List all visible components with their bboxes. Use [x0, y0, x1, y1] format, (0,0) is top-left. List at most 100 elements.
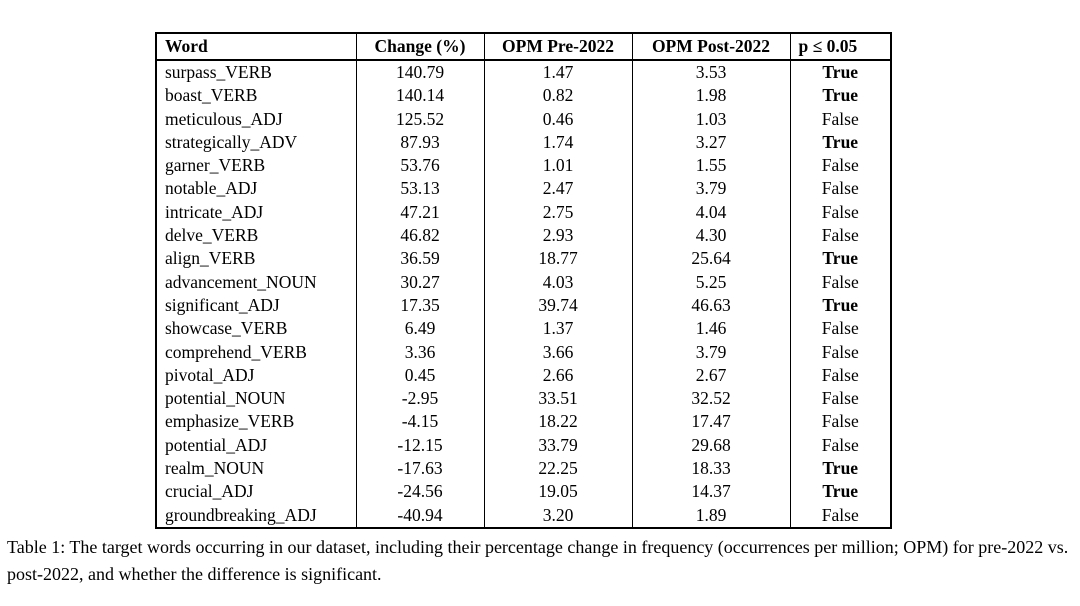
- table-row: potential_ADJ -12.15 33.79 29.68 False: [155, 433, 892, 458]
- word-cell: align_VERB: [155, 247, 357, 271]
- change-cell: 125.52: [355, 107, 485, 131]
- word-cell: potential_ADJ: [155, 433, 357, 458]
- significance-cell: False: [789, 317, 892, 341]
- table-row: significant_ADJ 17.35 39.74 46.63 True: [155, 293, 892, 318]
- col-header-word: Word: [155, 33, 357, 60]
- opm-pre-cell: 2.47: [483, 177, 633, 201]
- word-cell: garner_VERB: [155, 154, 357, 178]
- change-cell: 36.59: [355, 247, 485, 271]
- table-row: groundbreaking_ADJ -40.94 3.20 1.89 False: [155, 503, 892, 528]
- significance-cell: True: [789, 60, 892, 85]
- significance-cell: False: [789, 177, 892, 201]
- opm-post-cell: 17.47: [631, 410, 791, 434]
- results-table-container: Word Change (%) OPM Pre-2022 OPM Post-20…: [155, 32, 892, 529]
- opm-pre-cell: 0.46: [483, 107, 633, 131]
- change-cell: 53.76: [355, 154, 485, 178]
- table-row: pivotal_ADJ 0.45 2.66 2.67 False: [155, 363, 892, 388]
- opm-pre-cell: 18.77: [483, 247, 633, 271]
- opm-pre-cell: 4.03: [483, 270, 633, 294]
- opm-post-cell: 5.25: [631, 270, 791, 294]
- table-row: notable_ADJ 53.13 2.47 3.79 False: [155, 177, 892, 201]
- table-row: meticulous_ADJ 125.52 0.46 1.03 False: [155, 107, 892, 131]
- significance-cell: True: [789, 130, 892, 155]
- significance-cell: False: [789, 340, 892, 364]
- word-cell: pivotal_ADJ: [155, 363, 357, 388]
- word-cell: crucial_ADJ: [155, 480, 357, 504]
- opm-pre-cell: 3.20: [483, 503, 633, 528]
- table-row: crucial_ADJ -24.56 19.05 14.37 True: [155, 480, 892, 504]
- change-cell: -17.63: [355, 457, 485, 481]
- opm-post-cell: 3.53: [631, 60, 791, 85]
- change-cell: 30.27: [355, 270, 485, 294]
- change-cell: 87.93: [355, 130, 485, 155]
- opm-pre-cell: 2.93: [483, 224, 633, 248]
- opm-pre-cell: 18.22: [483, 410, 633, 434]
- table-body: surpass_VERB 140.79 1.47 3.53 True boast_VERB…: [155, 60, 892, 528]
- significance-cell: False: [789, 200, 892, 225]
- change-cell: 140.79: [355, 60, 485, 85]
- significance-cell: False: [789, 107, 892, 131]
- opm-pre-cell: 39.74: [483, 293, 633, 318]
- opm-pre-cell: 2.75: [483, 200, 633, 225]
- table-row: align_VERB 36.59 18.77 25.64 True: [155, 247, 892, 271]
- significance-cell: True: [789, 457, 892, 481]
- opm-post-cell: 14.37: [631, 480, 791, 504]
- word-cell: meticulous_ADJ: [155, 107, 357, 131]
- change-cell: 0.45: [355, 363, 485, 388]
- opm-pre-cell: 1.47: [483, 60, 633, 85]
- opm-pre-cell: 19.05: [483, 480, 633, 504]
- opm-post-cell: 1.46: [631, 317, 791, 341]
- opm-pre-cell: 22.25: [483, 457, 633, 481]
- table-row: garner_VERB 53.76 1.01 1.55 False: [155, 154, 892, 178]
- opm-post-cell: 4.04: [631, 200, 791, 225]
- col-header-change: Change (%): [355, 33, 485, 60]
- word-cell: emphasize_VERB: [155, 410, 357, 434]
- change-cell: -24.56: [355, 480, 485, 504]
- col-header-opm-pre: OPM Pre-2022: [483, 33, 633, 60]
- opm-post-cell: 25.64: [631, 247, 791, 271]
- word-cell: strategically_ADV: [155, 130, 357, 155]
- opm-pre-cell: 2.66: [483, 363, 633, 388]
- change-cell: 46.82: [355, 224, 485, 248]
- opm-post-cell: 29.68: [631, 433, 791, 458]
- opm-pre-cell: 0.82: [483, 84, 633, 108]
- significance-cell: False: [789, 410, 892, 434]
- change-cell: -4.15: [355, 410, 485, 434]
- opm-pre-cell: 33.51: [483, 387, 633, 411]
- table-caption: Table 1: The target words occurring in o…: [7, 537, 1069, 584]
- word-cell: significant_ADJ: [155, 293, 357, 318]
- table-row: strategically_ADV 87.93 1.74 3.27 True: [155, 130, 892, 155]
- opm-post-cell: 1.98: [631, 84, 791, 108]
- significance-cell: False: [789, 387, 892, 411]
- opm-post-cell: 32.52: [631, 387, 791, 411]
- table-row: surpass_VERB 140.79 1.47 3.53 True: [155, 60, 892, 85]
- table-row: showcase_VERB 6.49 1.37 1.46 False: [155, 317, 892, 341]
- change-cell: 17.35: [355, 293, 485, 318]
- opm-post-cell: 1.55: [631, 154, 791, 178]
- table-row: emphasize_VERB -4.15 18.22 17.47 False: [155, 410, 892, 434]
- opm-pre-cell: 1.01: [483, 154, 633, 178]
- col-header-p-value: p ≤ 0.05: [789, 33, 892, 60]
- change-cell: -2.95: [355, 387, 485, 411]
- change-cell: 3.36: [355, 340, 485, 364]
- word-cell: boast_VERB: [155, 84, 357, 108]
- significance-cell: False: [789, 363, 892, 388]
- header-row: Word Change (%) OPM Pre-2022 OPM Post-20…: [155, 33, 892, 60]
- change-cell: -40.94: [355, 503, 485, 528]
- significance-cell: False: [789, 154, 892, 178]
- table-row: potential_NOUN -2.95 33.51 32.52 False: [155, 387, 892, 411]
- significance-cell: False: [789, 224, 892, 248]
- opm-post-cell: 18.33: [631, 457, 791, 481]
- opm-pre-cell: 1.74: [483, 130, 633, 155]
- significance-cell: True: [789, 84, 892, 108]
- word-cell: potential_NOUN: [155, 387, 357, 411]
- word-cell: notable_ADJ: [155, 177, 357, 201]
- significance-cell: False: [789, 433, 892, 458]
- col-header-opm-post: OPM Post-2022: [631, 33, 791, 60]
- opm-post-cell: 4.30: [631, 224, 791, 248]
- change-cell: 140.14: [355, 84, 485, 108]
- table-row: delve_VERB 46.82 2.93 4.30 False: [155, 224, 892, 248]
- change-cell: 53.13: [355, 177, 485, 201]
- opm-post-cell: 3.27: [631, 130, 791, 155]
